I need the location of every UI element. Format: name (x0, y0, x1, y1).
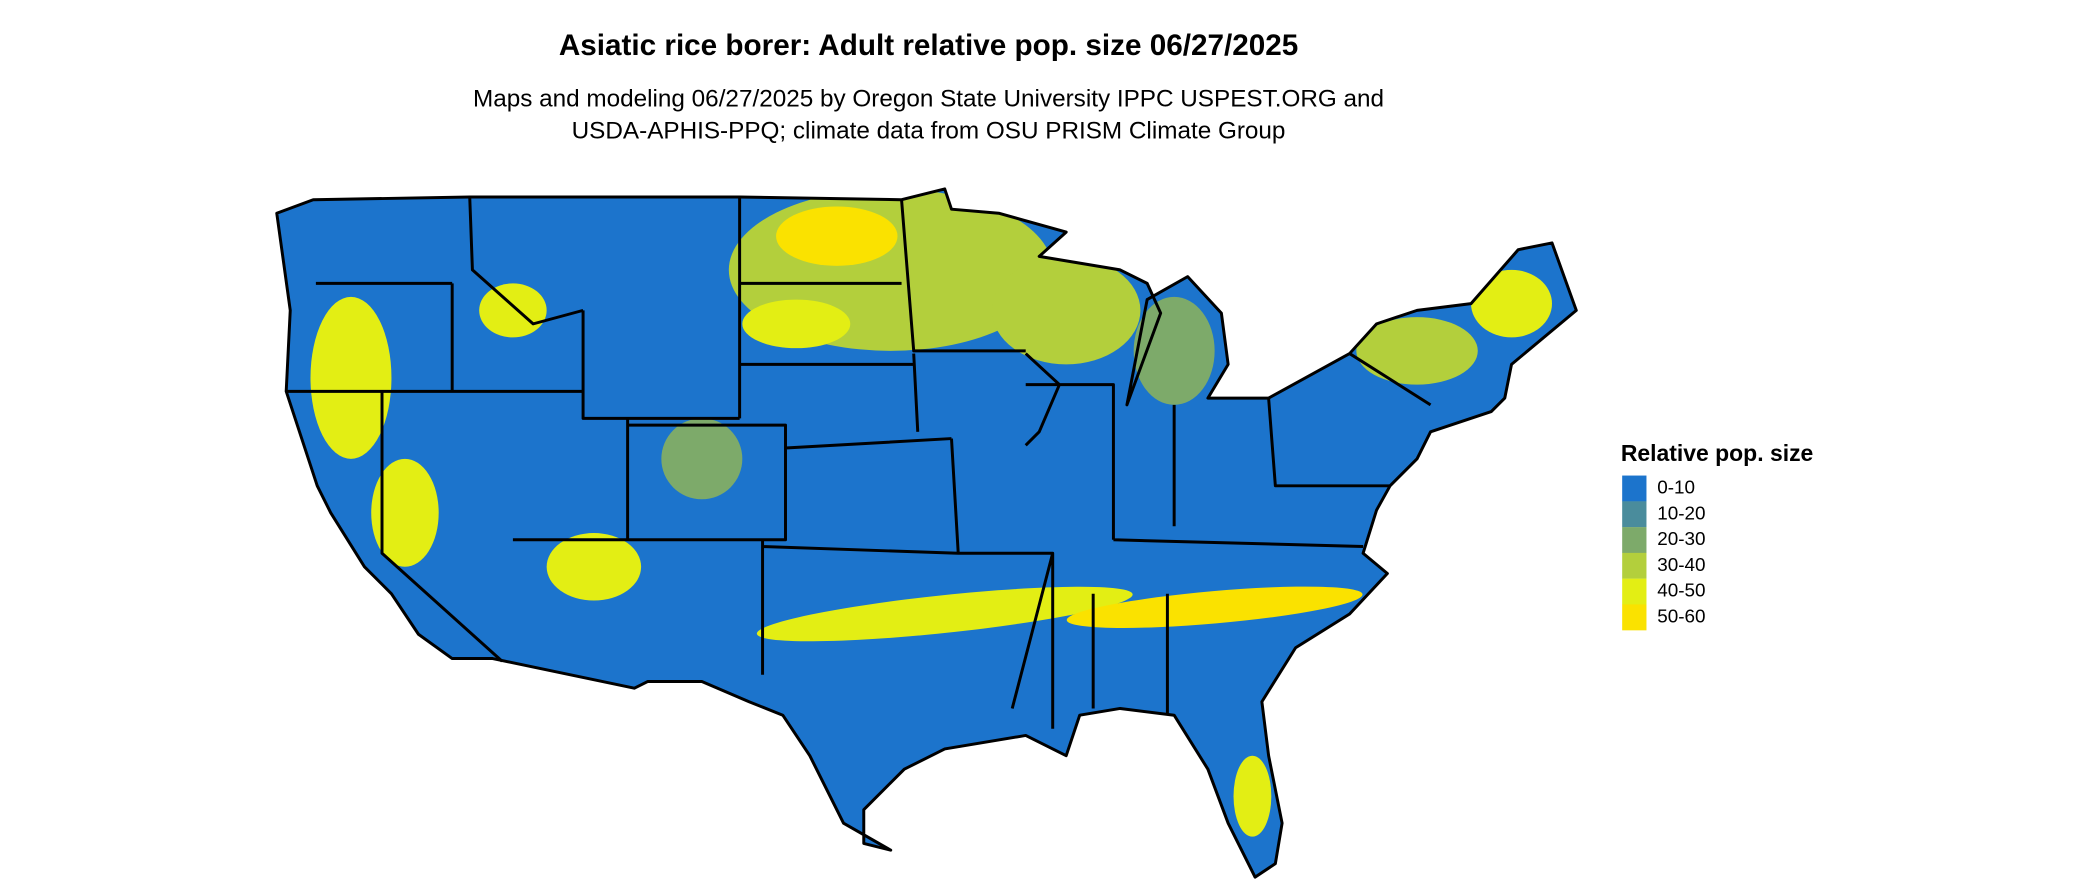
legend-swatch (1622, 578, 1647, 605)
map-area (276, 188, 1577, 878)
region-fill (310, 296, 392, 459)
region-fill (756, 586, 1133, 642)
legend-swatch (1622, 527, 1647, 554)
legend-label: 10-20 (1657, 503, 1705, 524)
region-fill (546, 533, 642, 601)
legend-label: 50-60 (1657, 606, 1705, 627)
legend: Relative pop. size 0-10 10-20 20-30 30-40 40… (1621, 440, 1813, 631)
region-fill (661, 418, 743, 500)
legend-swatch (1622, 475, 1647, 502)
legend-label: 30-40 (1657, 555, 1705, 576)
region-fill (742, 299, 851, 349)
map-subtitle: Maps and modeling 06/27/2025 by Oregon S… (473, 85, 1384, 112)
legend-label: 0-10 (1657, 477, 1695, 498)
map-subtitle: USDA-APHIS-PPQ; climate data from OSU PR… (572, 118, 1286, 145)
region-fill (991, 256, 1141, 365)
region-fill (479, 283, 547, 338)
region-fill (1233, 755, 1272, 837)
region-fill (1471, 269, 1553, 338)
region-fill (371, 458, 439, 567)
region-fill (1133, 296, 1215, 405)
legend-swatch (1622, 604, 1647, 631)
region-fill (776, 206, 898, 266)
legend-title: Relative pop. size (1621, 440, 1813, 466)
legend-label: 40-50 (1657, 581, 1705, 602)
region-fill (1066, 586, 1363, 628)
state-borders (275, 187, 1578, 879)
legend-swatch (1622, 501, 1647, 528)
map-title: Asiatic rice borer: Adult relative pop. … (559, 29, 1298, 62)
legend-swatch (1622, 552, 1647, 579)
legend-label: 20-30 (1657, 529, 1705, 550)
region-fill (1356, 317, 1478, 385)
